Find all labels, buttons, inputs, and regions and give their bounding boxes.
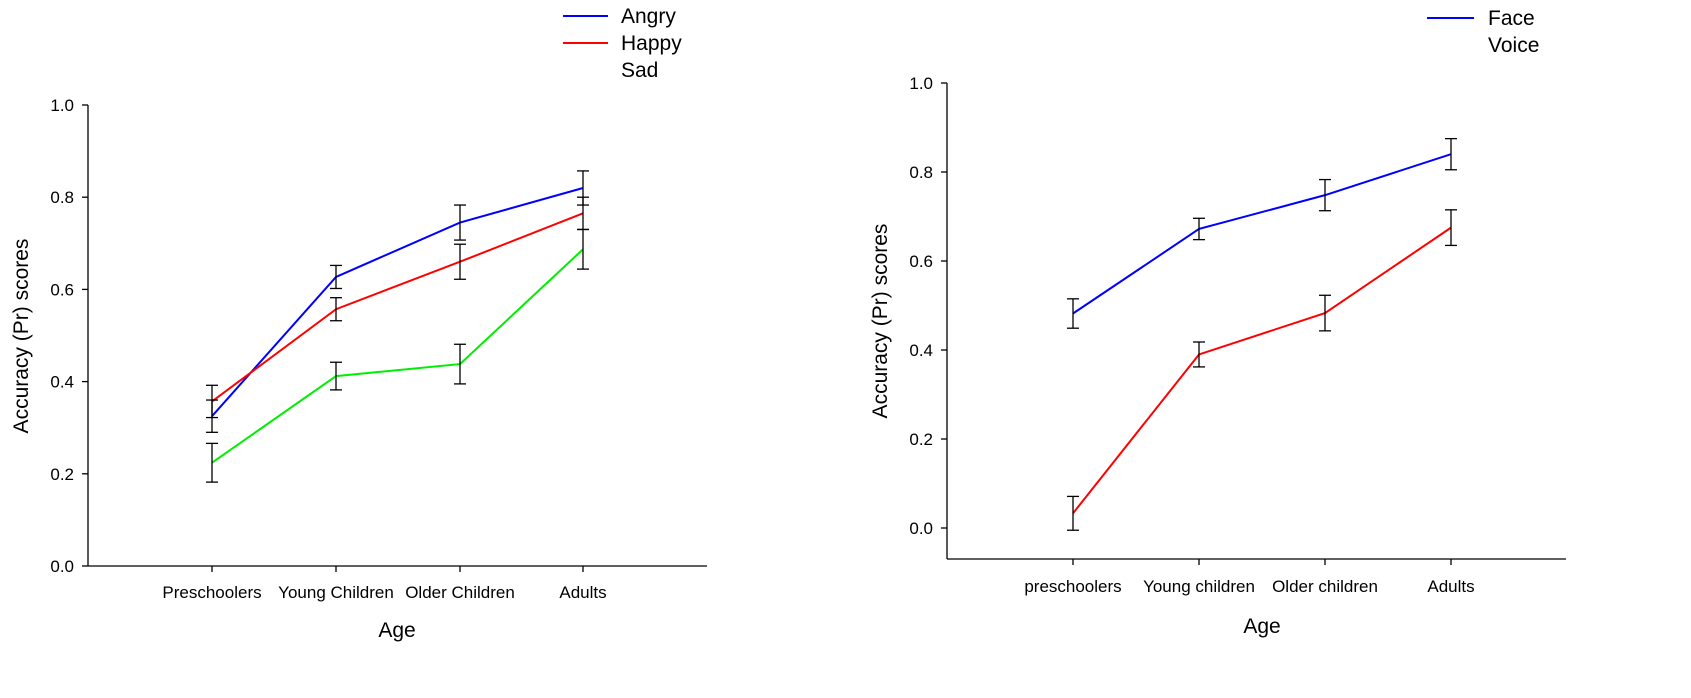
legend: Angry Happy Sad (563, 5, 682, 82)
x-tick-label: Preschoolers (162, 583, 261, 602)
series-line-angry (211, 187, 584, 417)
y-axis-title: Accuracy (Pr) scores (869, 224, 892, 419)
error-bar (1193, 217, 1205, 241)
error-bar (330, 297, 342, 322)
error-bar (1067, 495, 1079, 531)
y-tick-label: 0.4 (909, 341, 933, 360)
y-tick-label: 1.0 (50, 96, 74, 115)
x-tick-label: Older children (1272, 577, 1378, 596)
y-tick-label: 0.8 (50, 188, 74, 207)
x-axis-title: Age (378, 619, 415, 642)
error-bar (206, 384, 218, 419)
series-line-happy (211, 212, 584, 403)
error-bar (1319, 294, 1331, 332)
legend: Face Voice (1427, 7, 1539, 57)
error-bar (454, 343, 466, 385)
x-tick-label: preschoolers (1024, 577, 1121, 596)
y-tick-label: 0.4 (50, 373, 74, 392)
x-tick-label: Older Children (405, 583, 515, 602)
error-bar (1445, 137, 1457, 171)
y-axis-title: Accuracy (Pr) scores (10, 239, 33, 434)
y-tick-label: 0.6 (50, 280, 74, 299)
y-tick-label: 0.0 (50, 557, 74, 576)
error-bar (1067, 298, 1079, 329)
y-tick-label: 0.0 (909, 519, 933, 538)
error-bar (454, 204, 466, 241)
series-line-face (1072, 153, 1452, 315)
legend-label-voice: Voice (1488, 34, 1539, 57)
y-tick-label: 0.6 (909, 252, 933, 271)
error-bar (577, 228, 589, 270)
error-bar (1319, 178, 1331, 212)
error-bar (1445, 209, 1457, 247)
x-tick-label: Adults (1427, 577, 1474, 596)
x-tick-label: Young children (1143, 577, 1255, 596)
y-tick-label: 0.8 (909, 163, 933, 182)
y-tick-label: 1.0 (909, 74, 933, 93)
legend-label-angry: Angry (621, 5, 676, 28)
y-tick-label: 0.2 (50, 465, 74, 484)
error-bar (330, 264, 342, 290)
series-line-voice (1072, 226, 1452, 514)
x-tick-label: Young Children (278, 583, 394, 602)
error-bar (206, 442, 218, 483)
accuracy-by-modality-chart: 0.0 0.2 0.4 0.6 0.8 1.0 preschoolers Young chil… (869, 7, 1566, 638)
accuracy-by-emotion-chart: 0.0 0.2 0.4 0.6 0.8 1.0 Preschoolers Young Chil… (10, 5, 707, 642)
x-axis-title: Age (1243, 615, 1280, 638)
series-line-sad (211, 248, 584, 464)
y-tick-label: 0.2 (909, 430, 933, 449)
legend-label-happy: Happy (621, 32, 682, 55)
x-tick-label: Adults (559, 583, 606, 602)
legend-label-sad: Sad (621, 59, 658, 82)
error-bar (330, 361, 342, 391)
error-bar (577, 196, 589, 231)
legend-label-face: Face (1488, 7, 1535, 30)
error-bar (454, 243, 466, 280)
error-bar (1193, 341, 1205, 368)
